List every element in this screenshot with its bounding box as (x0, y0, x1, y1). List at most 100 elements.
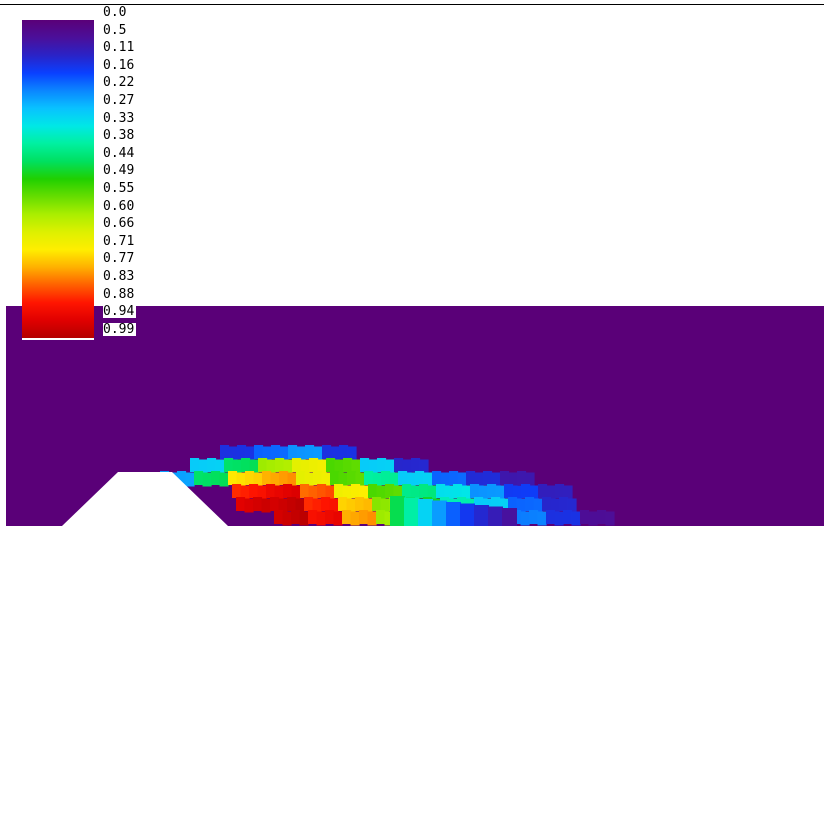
field-cell (555, 484, 565, 498)
field-cell (236, 497, 246, 511)
field-cell (446, 502, 461, 526)
field-cell (418, 499, 433, 526)
field-cell (245, 446, 255, 461)
field-cell (202, 472, 212, 487)
colorbar-tick-label: 0.66 (103, 216, 137, 232)
field-cell (244, 498, 254, 513)
field-cell (474, 505, 489, 526)
field-cell (390, 496, 405, 526)
field-cell (266, 484, 276, 498)
field-cell (440, 472, 450, 487)
field-cell (339, 445, 349, 459)
field-cell (219, 472, 229, 487)
field-cell (351, 484, 361, 498)
field-cell (346, 498, 356, 513)
colorbar-tick-label: 0.77 (103, 251, 137, 267)
field-cell (295, 498, 305, 513)
field-cell (300, 459, 310, 474)
field-cell (359, 510, 369, 524)
colorbar-tick-label: 0.60 (103, 198, 137, 214)
field-cell (334, 484, 344, 498)
field-cell (376, 485, 386, 500)
field-cell (245, 471, 255, 485)
field-cell (385, 484, 395, 498)
field-cell (521, 484, 531, 498)
field-cell (342, 510, 352, 524)
field-cell (194, 471, 204, 485)
field-cell (402, 459, 412, 474)
field-cell (308, 485, 318, 500)
field-cell (240, 485, 250, 500)
field-cell (266, 459, 276, 474)
colorbar-tick-label: 0.22 (103, 75, 137, 91)
field-cell (542, 497, 552, 511)
field-cell (304, 472, 314, 487)
field-cell (270, 497, 280, 511)
colorbar-tick-label: 0.99 (103, 321, 137, 337)
field-cell (355, 472, 365, 487)
field-cell (312, 498, 322, 513)
field-cell (322, 445, 332, 459)
field-cell (377, 458, 387, 472)
field-cell (402, 484, 412, 498)
colorbar-tick-label: 0.71 (103, 233, 137, 249)
field-cell (500, 471, 510, 485)
field-cell (283, 459, 293, 474)
field-cell (483, 471, 493, 485)
field-cell (563, 485, 573, 500)
field-cell (257, 485, 267, 500)
field-cell (550, 498, 560, 513)
field-cell (228, 471, 238, 485)
field-cell (474, 497, 484, 511)
field-cell (364, 471, 374, 485)
field-cell (338, 497, 348, 511)
field-cell (384, 511, 394, 526)
field-cell (525, 472, 535, 487)
field-cell (491, 497, 501, 511)
field-cell (274, 485, 284, 500)
colorbar-gradient (22, 20, 94, 338)
field-cell (367, 511, 377, 526)
field-cell (258, 458, 268, 472)
field-cell (605, 511, 615, 526)
field-cell (347, 471, 357, 485)
colorbar-tick-label: 0.33 (103, 110, 137, 126)
field-cell (291, 510, 301, 524)
field-cell (567, 498, 577, 513)
field-cell (228, 446, 238, 461)
field-cell (385, 459, 395, 474)
field-cell (296, 446, 306, 461)
field-cell (419, 459, 429, 474)
field-cell (368, 459, 378, 474)
field-cell (597, 510, 607, 524)
field-cell (220, 445, 230, 459)
colorbar-tick-label: 0.83 (103, 269, 137, 284)
field-cell (350, 511, 360, 526)
field-cell (406, 472, 416, 487)
field-cell (236, 472, 246, 487)
field-cell (304, 497, 314, 511)
field-cell (253, 497, 263, 511)
field-cell (333, 511, 343, 526)
colorbar-tick-label: 0.49 (103, 163, 137, 179)
field-cell (249, 484, 259, 498)
field-cell (461, 485, 471, 500)
field-cell (419, 484, 429, 498)
field-cell (287, 497, 297, 511)
obstacle-shape (62, 472, 228, 526)
field-cell (517, 471, 527, 485)
field-cell (300, 484, 310, 498)
field-cell (313, 446, 323, 461)
field-cell (410, 485, 420, 500)
field-cell (427, 485, 437, 500)
field-cell (330, 446, 340, 461)
field-cell (423, 472, 433, 487)
field-cell (275, 458, 285, 472)
field-cell (359, 485, 369, 500)
field-cell (262, 471, 272, 485)
field-cell (342, 485, 352, 500)
field-cell (538, 484, 548, 498)
colorbar-underline (22, 338, 94, 340)
field-cell (232, 484, 242, 498)
